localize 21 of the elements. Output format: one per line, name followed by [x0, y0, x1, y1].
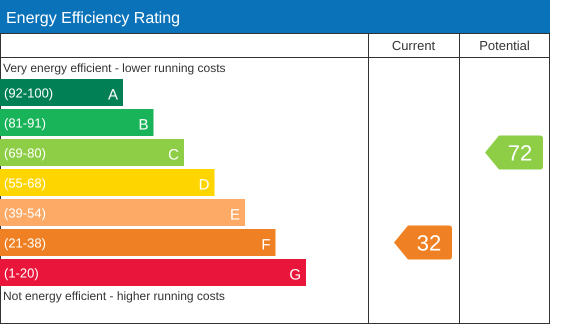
text: B	[138, 116, 148, 134]
category-label: (81-91)	[4, 116, 46, 130]
category-label: (92-100)	[4, 86, 54, 100]
text: C	[168, 146, 179, 164]
category-label: (39-54)	[4, 206, 46, 220]
text: Energy Efficiency Rating	[6, 10, 180, 27]
data-label: 32	[416, 230, 442, 256]
text: A	[108, 86, 118, 104]
text: G	[289, 266, 301, 284]
text: Current	[392, 38, 436, 53]
text: D	[198, 176, 210, 194]
text: Very energy efficient - lower running costs	[3, 61, 226, 75]
text: E	[230, 206, 240, 224]
text: F	[261, 236, 270, 254]
category-label: (55-68)	[4, 176, 46, 190]
text: Not energy efficient - higher running costs	[3, 289, 225, 303]
data-label: 72	[508, 140, 532, 166]
category-label: (69-80)	[4, 146, 46, 160]
category-label: (1-20)	[4, 266, 39, 280]
category-label: (21-38)	[4, 236, 46, 250]
text: Potential	[479, 38, 530, 53]
